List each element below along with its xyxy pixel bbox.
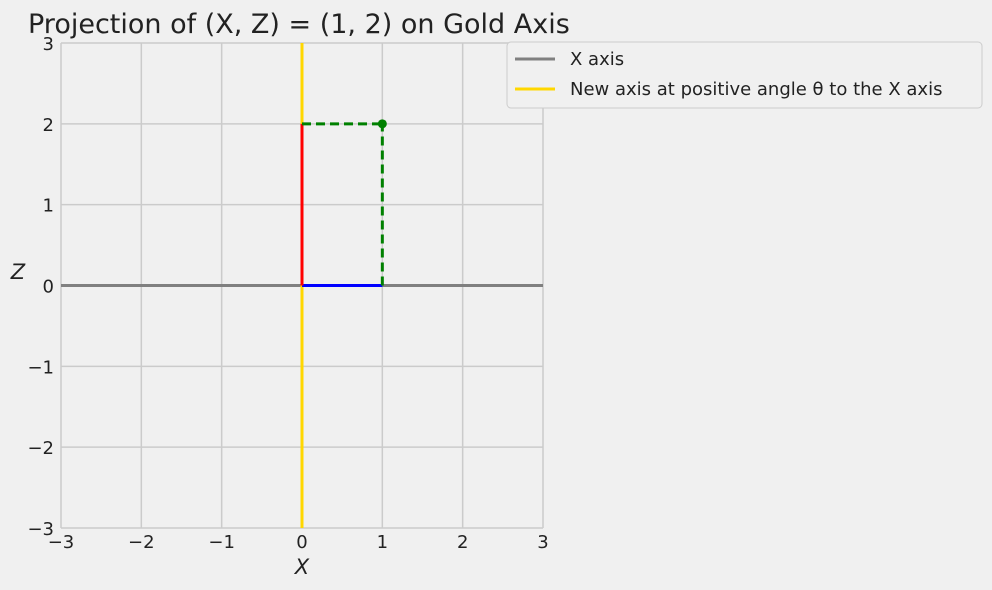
y-tick-label: −2 [27, 438, 54, 459]
plot-points [377, 119, 387, 129]
y-tick-label: 0 [43, 277, 54, 298]
x-tick-label: 2 [457, 532, 468, 553]
x-tick-label: 3 [537, 532, 548, 553]
y-axis-label: Z [10, 260, 26, 284]
y-tick-label: 1 [43, 196, 54, 217]
y-tick-label: −1 [27, 357, 54, 378]
y-tick-label: 3 [43, 34, 54, 55]
y-tick-label: 2 [43, 115, 54, 136]
tick-labels: −3 −2 −1 0 1 2 3 −3 −2 −1 0 1 2 3 [27, 34, 548, 553]
x-tick-label: −2 [128, 532, 155, 553]
data-point [377, 119, 387, 129]
legend-frame [506, 41, 983, 109]
y-tick-label: −3 [27, 519, 54, 540]
legend-label-new-axis: New axis at positive angle θ to the X ax… [570, 79, 942, 100]
legend: X axis New axis at positive angle θ to t… [506, 41, 983, 109]
x-tick-label: −3 [48, 532, 75, 553]
x-axis-label: X [294, 555, 310, 579]
chart-title: Projection of (X, Z) = (1, 2) on Gold Ax… [28, 9, 570, 40]
legend-label-x-axis: X axis [570, 49, 624, 70]
x-tick-label: 0 [296, 532, 307, 553]
x-tick-label: 1 [377, 532, 388, 553]
plot-lines [61, 43, 543, 528]
x-tick-label: −1 [208, 532, 235, 553]
